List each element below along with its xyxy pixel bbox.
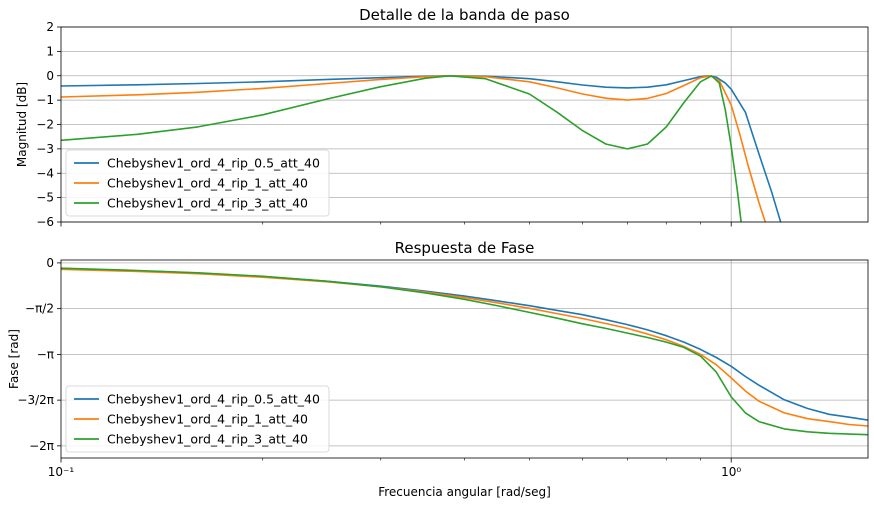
series-group: [61, 267, 868, 436]
y-tick-label: −4: [36, 166, 54, 180]
legend-label-2: Chebyshev1_ord_4_rip_3_att_40: [107, 196, 308, 211]
y-tick-label: −2: [36, 118, 54, 132]
legend-label-0: Chebyshev1_ord_4_rip_0.5_att_40: [107, 156, 320, 171]
y-axis-label: Fase [rad]: [7, 329, 21, 389]
y-tick-label: 2: [46, 20, 54, 34]
legend-label-1: Chebyshev1_ord_4_rip_1_att_40: [107, 412, 308, 427]
legend-box: [65, 149, 330, 217]
phase-panel: 0 −π/2 −π −3/2π −2π Respuesta de Fase Fase [ra…: [7, 239, 869, 499]
y-tick-label: −3/2π: [17, 393, 54, 407]
chart-title: Respuesta de Fase: [395, 239, 535, 257]
plot-frame: [60, 259, 869, 459]
legend-label-1: Chebyshev1_ord_4_rip_1_att_40: [107, 176, 308, 191]
legend-label-2: Chebyshev1_ord_4_rip_3_att_40: [107, 432, 308, 447]
y-tick-label: −2π: [29, 439, 54, 453]
series-line-1: [61, 75, 767, 222]
x-tick-label: 10⁻¹: [48, 465, 75, 479]
series-line-2: [61, 267, 868, 436]
y-tick-label: −5: [36, 191, 54, 205]
y-tick-label: −π/2: [25, 302, 54, 316]
legend-label-0: Chebyshev1_ord_4_rip_0.5_att_40: [107, 392, 320, 407]
series-line-0: [61, 75, 782, 222]
y-tick-label: −π: [37, 347, 54, 361]
plot-frame: [60, 26, 869, 223]
y-tick-label: −6: [36, 215, 54, 229]
magnitude-panel: 2 1 0 −1 −2 −3 −4 −5 −6 Detalle de la banda de pa…: [15, 6, 869, 229]
y-tick-label: 1: [46, 44, 54, 58]
series-group: [61, 75, 782, 222]
y-tick-label: 0: [46, 256, 54, 270]
y-axis-label: Magnitud [dB]: [15, 82, 29, 167]
y-tick-label: −3: [36, 142, 54, 156]
y-tick-label: 0: [46, 69, 54, 83]
x-tick-label: 10⁰: [721, 465, 741, 479]
y-tick-label: −1: [36, 93, 54, 107]
x-axis-label: Frecuencia angular [rad/seg]: [378, 485, 551, 499]
chart-title: Detalle de la banda de paso: [359, 6, 570, 24]
legend-box: [65, 385, 330, 453]
series-line-2: [61, 75, 742, 222]
